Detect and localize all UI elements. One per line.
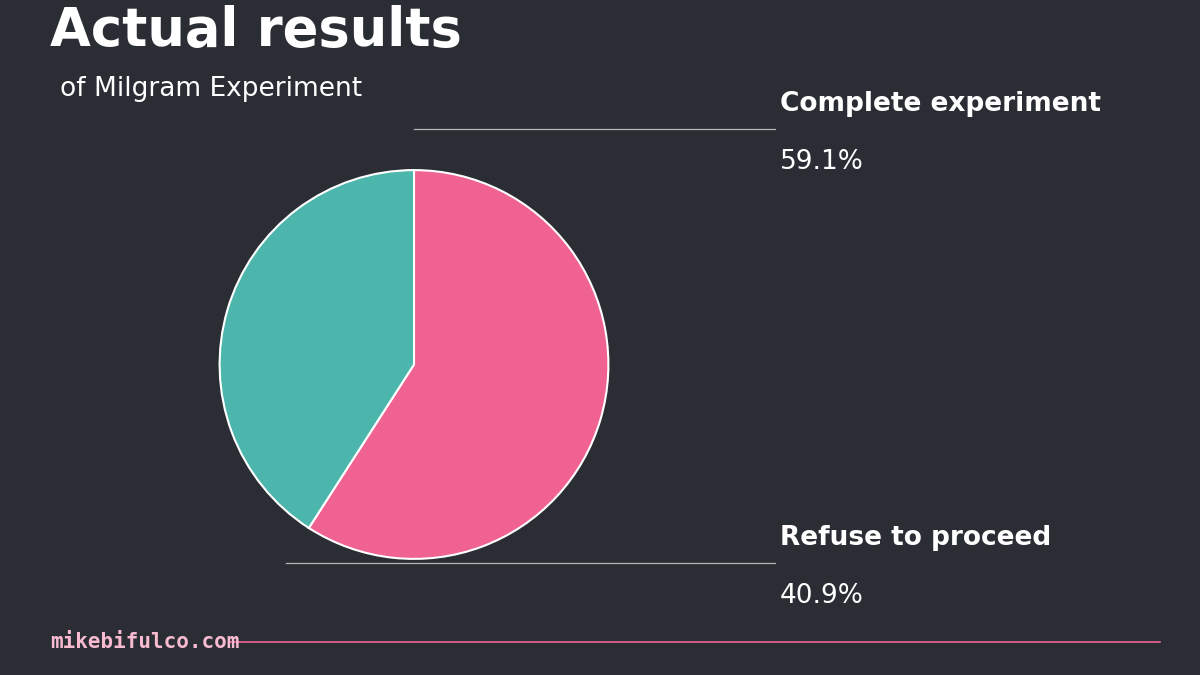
Text: Refuse to proceed: Refuse to proceed	[780, 524, 1051, 551]
Text: Actual results: Actual results	[50, 5, 462, 57]
Wedge shape	[308, 170, 608, 559]
Text: 59.1%: 59.1%	[780, 148, 864, 175]
Wedge shape	[220, 170, 414, 528]
Text: Complete experiment: Complete experiment	[780, 91, 1102, 117]
Text: 40.9%: 40.9%	[780, 583, 864, 609]
Text: mikebifulco.com: mikebifulco.com	[50, 632, 239, 652]
Text: of Milgram Experiment: of Milgram Experiment	[60, 76, 362, 102]
